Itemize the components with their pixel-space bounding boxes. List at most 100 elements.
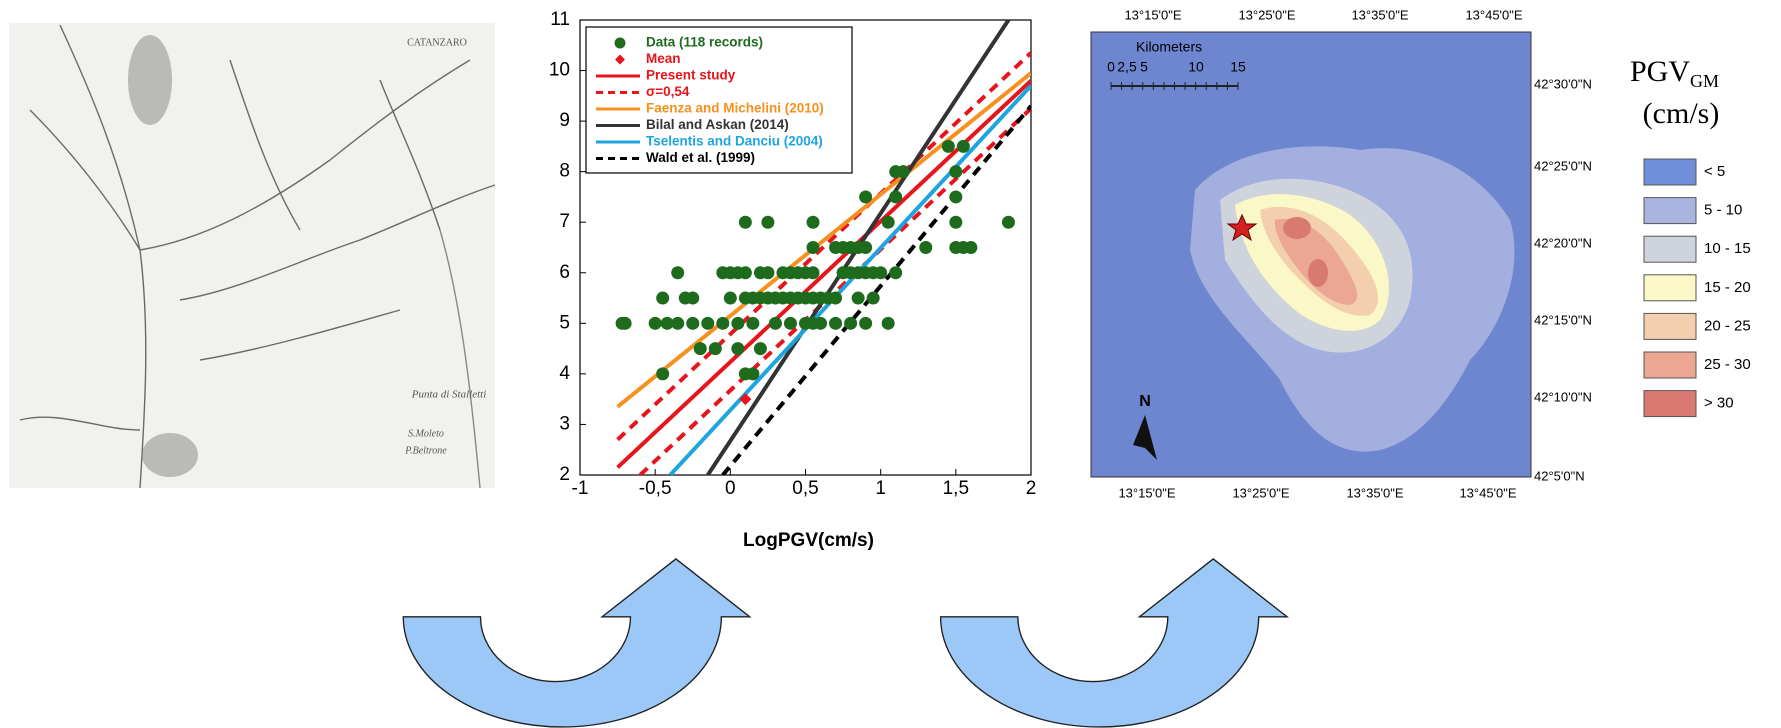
legend-swatch [1643, 390, 1697, 418]
data-point [806, 215, 820, 229]
map-paper [9, 23, 495, 488]
map-label: S.Moleto [408, 428, 444, 439]
data-point [964, 241, 978, 254]
model-line [668, 84, 1031, 475]
legend-label: Faenza and Michelini (2010) [646, 101, 824, 116]
legend-label: 25 - 30 [1704, 356, 1751, 373]
lat-label: 42°20'0"N [1534, 235, 1592, 250]
data-point [671, 316, 685, 330]
data-point [686, 291, 700, 305]
legend: Data (118 records)Mean Present studyσ=0,5… [585, 26, 853, 174]
data-point [889, 190, 903, 204]
data-point [660, 316, 674, 330]
lon-label: 13°45'0"E [1459, 485, 1516, 500]
data-point [859, 241, 873, 254]
x-axis-label: LogPGV(cm/s) [743, 530, 874, 551]
scale-label: 15 [1230, 59, 1246, 75]
data-point [761, 215, 775, 229]
data-point [806, 241, 820, 254]
legend-label: 20 - 25 [1704, 317, 1751, 334]
data-point [956, 139, 970, 153]
data-point [814, 316, 828, 330]
model-line [616, 71, 1031, 409]
y-tick-label: 3 [559, 413, 570, 434]
legend-title-sub: GM [1690, 71, 1719, 91]
data-point [919, 241, 933, 254]
y-tick-label: 6 [559, 262, 570, 283]
data-point [723, 291, 737, 305]
y-tick-label: 4 [559, 363, 570, 384]
data-point [731, 342, 745, 356]
scale-label: 5 [1140, 59, 1148, 75]
data-point [753, 342, 767, 356]
north-label: N [1139, 393, 1151, 410]
x-tick-label: 0 [725, 478, 736, 499]
plot-area [615, 20, 1031, 475]
legend-swatch [1643, 158, 1697, 186]
data-point [656, 367, 670, 381]
scale-label: 0 [1107, 59, 1115, 75]
zone [1283, 217, 1311, 239]
lon-label: 13°15'0"E [1118, 485, 1175, 500]
data-point [896, 165, 910, 179]
lon-label: 13°35'0"E [1351, 7, 1408, 22]
y-tick-label: 5 [559, 312, 570, 333]
x-tick-label: -1 [572, 478, 589, 499]
data-point [761, 266, 775, 280]
data-point [731, 316, 745, 330]
y-tick-label: 7 [559, 211, 570, 232]
legend-swatch [1643, 235, 1697, 263]
legend-label: Tselentis and Danciu (2004) [646, 134, 823, 149]
data-point [738, 266, 752, 280]
cycle-arrow [939, 558, 1290, 728]
legend-swatch [1643, 274, 1697, 302]
data-point [746, 316, 760, 330]
data-point [949, 165, 963, 179]
map-label: CATANZARO [407, 37, 467, 48]
legend-label: Present study [646, 68, 736, 83]
map-mountains [128, 35, 198, 477]
y-tick-label: 10 [549, 60, 570, 81]
data-point [874, 266, 888, 280]
legend-label: Wald et al. (1999) [646, 150, 755, 165]
zone [1308, 259, 1328, 287]
model-line [616, 51, 1031, 475]
legend-swatch [1643, 351, 1697, 379]
data-point [1001, 215, 1015, 229]
scale-label: 10 [1188, 59, 1204, 75]
x-tick-label: 2 [1026, 478, 1037, 499]
data-point [866, 291, 880, 305]
lat-label: 42°5'0"N [1534, 468, 1585, 483]
model-line [721, 104, 1031, 475]
lat-label: 42°10'0"N [1534, 389, 1592, 404]
data-point [686, 316, 700, 330]
y-tick-label: 11 [550, 9, 570, 30]
lon-label: 13°25'0"E [1232, 485, 1289, 500]
data-point [693, 342, 707, 356]
data-point [768, 316, 782, 330]
data-point [783, 316, 797, 330]
legend-label: < 5 [1704, 163, 1725, 180]
data-point [701, 316, 715, 330]
data-point [656, 291, 670, 305]
data-point [881, 215, 895, 229]
legend-label: 10 - 15 [1704, 240, 1751, 257]
data-point [881, 316, 895, 330]
legend-label: Data (118 records) [646, 35, 763, 50]
legend-label: 5 - 10 [1704, 202, 1742, 219]
legend-label: Mean [646, 51, 681, 66]
data-point [618, 316, 632, 330]
data-point [949, 215, 963, 229]
lon-label: 13°45'0"E [1465, 7, 1522, 22]
legend-marker [615, 54, 625, 65]
map-label: Punta di Stalletti [411, 389, 487, 401]
data-point [806, 266, 820, 280]
y-tick-label: 9 [559, 110, 570, 131]
x-tick-label: 1 [875, 478, 886, 499]
data-point [738, 215, 752, 229]
data-point [851, 291, 865, 305]
lon-label: 13°25'0"E [1238, 7, 1295, 22]
data-point [648, 316, 662, 330]
lat-label: 42°25'0"N [1534, 158, 1592, 173]
